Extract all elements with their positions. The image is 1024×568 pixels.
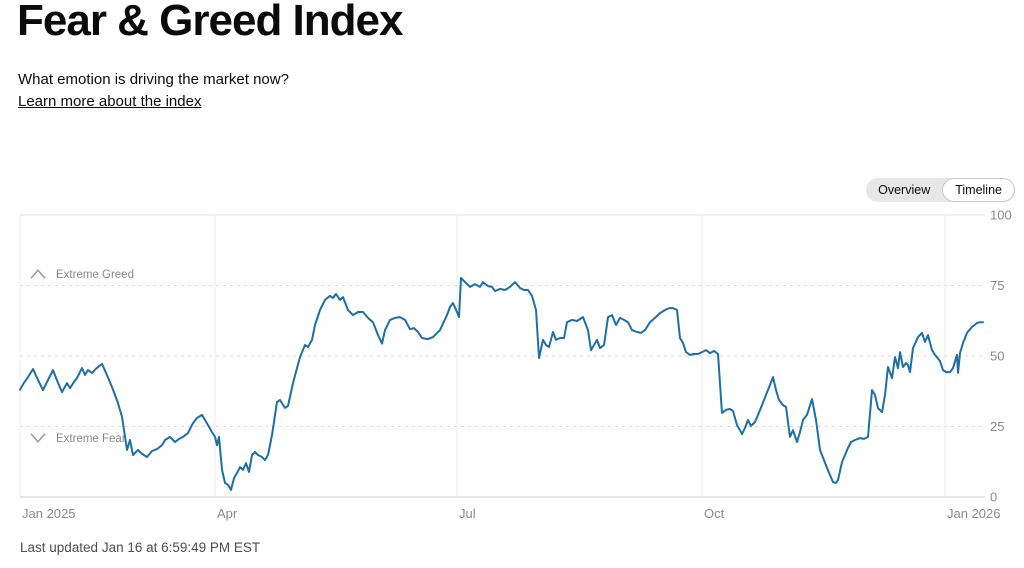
x-tick-label-Jul: Jul [459, 506, 476, 521]
annotation-label: Extreme Greed [56, 269, 134, 281]
toggle-overview-button[interactable]: Overview [866, 178, 942, 202]
page-title: Fear & Greed Index [17, 0, 403, 45]
x-tick-label-Apr: Apr [217, 506, 238, 521]
x-tick-label-Oct: Oct [704, 506, 725, 521]
y-tick-label-25: 25 [990, 419, 1004, 434]
x-tick-label-Jan-2026: Jan 2026 [947, 506, 1001, 521]
last-updated: Last updated Jan 16 at 6:59:49 PM EST [20, 540, 261, 555]
chart-line [19, 276, 984, 491]
chevron-up-icon [30, 269, 46, 279]
toggle-timeline-button[interactable]: Timeline [942, 178, 1015, 202]
x-tick-label-Jan-2025: Jan 2025 [22, 506, 76, 521]
extreme-greed-annotation: Extreme Greed [30, 269, 134, 281]
annotation-label: Extreme Fear [56, 433, 126, 445]
y-tick-label-0: 0 [990, 490, 997, 505]
y-tick-label-100: 100 [990, 208, 1012, 223]
view-toggle: Overview Timeline [866, 178, 1015, 202]
y-tick-label-75: 75 [990, 278, 1004, 293]
chart-plot-area[interactable] [20, 215, 985, 497]
learn-more-link[interactable]: Learn more about the index [18, 93, 202, 110]
page-subtitle: What emotion is driving the market now? [18, 71, 289, 88]
y-tick-label-50: 50 [990, 349, 1004, 364]
extreme-fear-annotation: Extreme Fear [30, 433, 126, 445]
chevron-down-icon [30, 433, 46, 443]
